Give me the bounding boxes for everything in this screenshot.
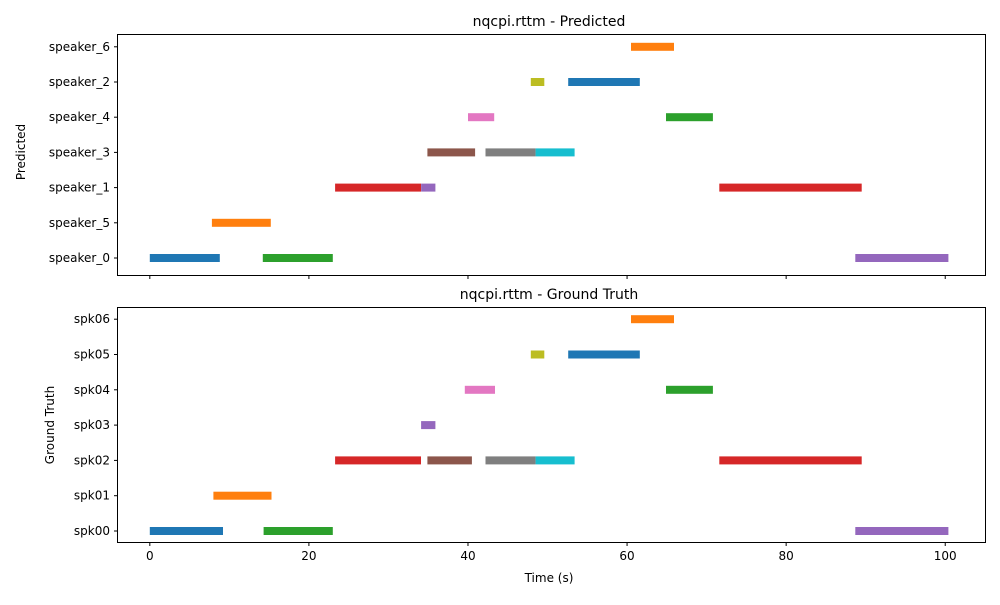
x-tick-label-100: 100 [934, 549, 957, 563]
segment-speaker_4-10 [468, 113, 495, 122]
segment-spk04-10 [464, 385, 495, 394]
segment-spk05-13 [568, 350, 640, 359]
ground-truth-axes-frame [117, 307, 986, 543]
x-tick-label-0: 0 [146, 549, 154, 563]
segment-speaker_3-9 [535, 148, 575, 157]
predicted-ticks: speaker_0 speaker_5 speaker_1 speaker_3 spea… [49, 40, 946, 279]
x-tick-label-20: 20 [301, 549, 316, 563]
segment-speaker_3-7 [427, 148, 476, 157]
segment-speaker_2-13 [568, 78, 640, 86]
y-tick-label-spk02: spk02 [74, 453, 110, 467]
y-tick-label-spk00: spk00 [74, 524, 110, 538]
segment-spk02-6 [485, 456, 536, 465]
segment-spk02-5 [427, 456, 472, 465]
x-tick-label-40: 40 [460, 549, 475, 563]
segment-spk01-3 [213, 491, 272, 500]
ground-truth-y-axis-label: Ground Truth [43, 386, 57, 464]
segment-speaker_0-0 [149, 254, 220, 262]
y-tick-label-spk01: spk01 [74, 489, 110, 503]
segment-speaker_0-1 [262, 254, 333, 262]
segment-speaker_5-3 [211, 218, 271, 227]
segment-spk06-14 [631, 315, 674, 324]
ground-truth-title: nqcpi.rttm - Ground Truth [460, 287, 638, 303]
segment-speaker_4-11 [666, 113, 713, 122]
ground-truth-segments [149, 315, 949, 535]
predicted-segments [149, 42, 949, 262]
segment-spk00-2 [855, 527, 949, 535]
x-tick-label-60: 60 [619, 549, 634, 563]
predicted-title: nqcpi.rttm - Predicted [473, 14, 626, 30]
x-axis-label: Time (s) [524, 571, 574, 585]
segment-spk04-11 [666, 385, 713, 394]
y-tick-label-speaker_0: speaker_0 [49, 251, 110, 265]
y-tick-label-speaker_4: speaker_4 [49, 110, 110, 124]
predicted-panel: nqcpi.rttm - Predicted Predicted speaker… [14, 14, 986, 279]
segment-spk00-0 [149, 527, 223, 535]
ground-truth-panel: nqcpi.rttm - Ground Truth Ground Truth T… [43, 287, 986, 585]
x-tick-label-80: 80 [779, 549, 794, 563]
y-tick-label-spk05: spk05 [74, 348, 110, 362]
y-tick-label-spk06: spk06 [74, 312, 110, 326]
y-tick-label-speaker_3: speaker_3 [49, 145, 110, 159]
segment-speaker_1-4 [335, 183, 421, 192]
predicted-axes-frame [117, 34, 986, 276]
segment-speaker_1-6 [719, 183, 862, 192]
segment-spk03-9 [421, 421, 436, 430]
segment-spk02-7 [535, 456, 575, 465]
segment-spk00-1 [263, 527, 333, 535]
segment-speaker_2-12 [530, 78, 545, 86]
segment-spk05-12 [530, 350, 545, 359]
y-tick-label-speaker_6: speaker_6 [49, 40, 110, 54]
segment-spk02-8 [719, 456, 862, 465]
y-tick-label-spk04: spk04 [74, 383, 110, 397]
segment-spk02-4 [335, 456, 421, 465]
y-tick-label-speaker_2: speaker_2 [49, 75, 110, 89]
ground-truth-ticks: spk00 spk01 spk02 spk03 spk04 spk05 spk06 0 20 40… [74, 312, 957, 563]
segment-speaker_0-2 [855, 254, 949, 262]
segment-speaker_6-14 [631, 42, 674, 51]
y-tick-label-speaker_5: speaker_5 [49, 216, 110, 230]
y-tick-label-speaker_1: speaker_1 [49, 181, 110, 195]
predicted-y-axis-label: Predicted [14, 124, 28, 180]
segment-speaker_3-8 [485, 148, 536, 157]
segment-speaker_1-5 [421, 183, 436, 192]
y-tick-label-spk03: spk03 [74, 418, 110, 432]
